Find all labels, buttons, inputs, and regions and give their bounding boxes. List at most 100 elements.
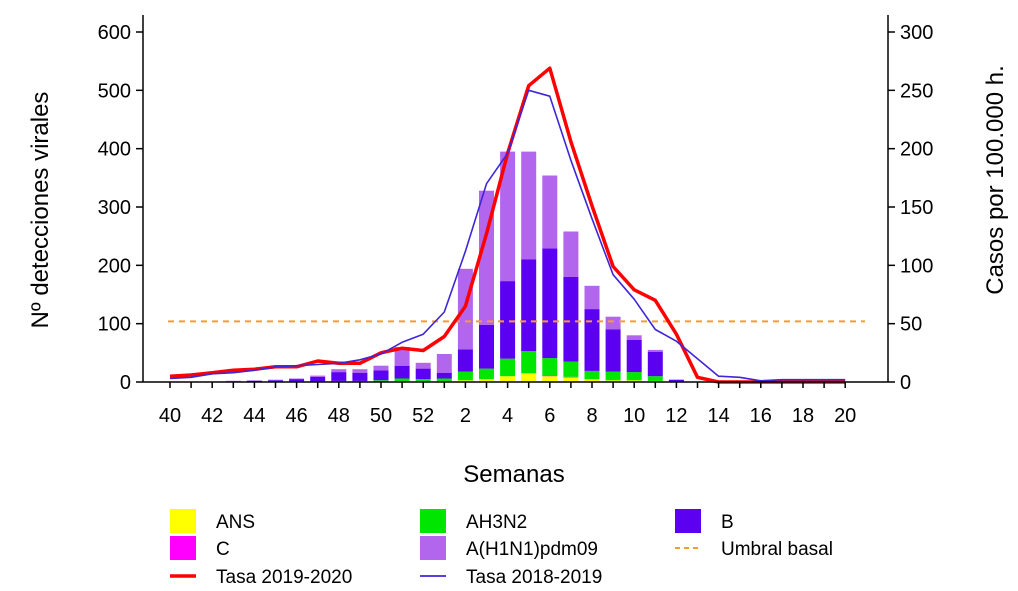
bar-B-week-47: [310, 376, 326, 382]
y-tick-label: 300: [98, 197, 131, 219]
bar-A(H1N1)pdm09-week-4: [500, 151, 516, 282]
line-Tasa 2018-2019: [169, 89, 846, 382]
legend-label-Tasa 2019-2020: Tasa 2019-2020: [216, 567, 352, 588]
y-tick-label: 600: [98, 22, 131, 44]
bar-AH3N2-week-50: [373, 380, 389, 383]
bar-ANS-week-10: [626, 380, 642, 383]
bar-A(H1N1)pdm09-week-51: [394, 347, 410, 366]
x-tick-label: 48: [328, 405, 350, 427]
bar-B-week-7: [563, 277, 579, 362]
bar-B-week-2: [457, 349, 473, 372]
y2-tick-label: 0: [900, 372, 911, 394]
bar-ANS-week-7: [563, 377, 579, 382]
bar-B-week-45: [268, 380, 283, 383]
y2-tick-label: 300: [900, 22, 933, 44]
legend-label-A(H1N1)pdm09: A(H1N1)pdm09: [466, 539, 598, 560]
legend-label-B: B: [721, 512, 734, 533]
legend-swatch-A(H1N1)pdm09: [420, 536, 446, 560]
bar-AH3N2-week-10: [626, 372, 642, 381]
bar-B-week-9: [605, 329, 621, 372]
x-axis-label: Semanas: [463, 461, 564, 488]
x-tick-label: 46: [285, 405, 307, 427]
bar-AH3N2-week-7: [563, 361, 579, 377]
y2-tick-label: 250: [900, 80, 933, 102]
bar-A(H1N1)pdm09-week-47: [310, 375, 326, 377]
bar-A(H1N1)pdm09-week-52: [415, 362, 431, 369]
bar-A(H1N1)pdm09-week-49: [352, 369, 368, 373]
legend-label-Tasa 2018-2019: Tasa 2018-2019: [466, 567, 602, 588]
bar-AH3N2-week-5: [521, 351, 537, 374]
bar-AH3N2-week-9: [605, 371, 621, 381]
y2-tick-label: 100: [900, 255, 933, 277]
x-tick-label: 52: [412, 405, 434, 427]
x-tick-label: 10: [623, 405, 645, 427]
x-tick-label: 42: [201, 405, 223, 427]
bar-B-week-46: [289, 379, 305, 382]
y2-tick-label: 200: [900, 139, 933, 161]
bar-B-week-3: [479, 324, 494, 369]
bar-AH3N2-week-1: [436, 378, 452, 382]
bar-A(H1N1)pdm09-week-43: [225, 380, 241, 382]
bar-AH3N2-week-52: [415, 379, 431, 382]
bar-C-week-6: [542, 375, 558, 377]
y2-tick-label: 150: [900, 197, 933, 219]
bar-A(H1N1)pdm09-week-9: [605, 316, 621, 330]
bar-A(H1N1)pdm09-week-10: [626, 335, 642, 340]
x-tick-label: 12: [665, 405, 687, 427]
bar-AH3N2-week-4: [500, 358, 516, 377]
x-tick-label: 18: [792, 405, 814, 427]
y-tick-label: 400: [98, 139, 131, 161]
x-tick-label: 40: [159, 405, 181, 427]
bar-A(H1N1)pdm09-week-1: [436, 354, 452, 373]
bar-A(H1N1)pdm09-week-7: [563, 231, 579, 277]
legend-swatch-C: [170, 536, 196, 560]
x-tick-label: 50: [370, 405, 392, 427]
legend-swatch-B: [675, 509, 701, 533]
bar-A(H1N1)pdm09-week-48: [331, 369, 347, 373]
bar-A(H1N1)pdm09-week-46: [289, 378, 305, 380]
y-tick-label: 0: [120, 372, 131, 394]
bar-ANS-week-5: [521, 373, 537, 383]
legend-swatch-ANS: [170, 509, 196, 533]
x-tick-label: 8: [586, 405, 597, 427]
bar-B-week-6: [542, 248, 558, 359]
bar-B-week-11: [647, 351, 663, 377]
bar-ANS-week-3: [479, 379, 494, 382]
legend-label-C: C: [216, 539, 230, 560]
bar-B-week-4: [500, 281, 516, 359]
bar-B-week-10: [626, 340, 642, 373]
bar-AH3N2-week-11: [647, 376, 663, 381]
y2-tick-label: 50: [900, 314, 922, 336]
bar-AH3N2-week-3: [479, 368, 494, 380]
bar-AH3N2-week-2: [457, 371, 473, 381]
x-tick-label: 6: [544, 405, 555, 427]
bar-ANS-week-2: [457, 380, 473, 383]
x-tick-label: 44: [243, 405, 265, 427]
bar-A(H1N1)pdm09-week-11: [647, 349, 663, 352]
bar-B-week-1: [436, 372, 452, 379]
bar-A(H1N1)pdm09-week-44: [246, 380, 262, 381]
y-tick-label: 500: [98, 80, 131, 102]
bar-A(H1N1)pdm09-week-5: [521, 151, 537, 260]
bar-C-week-7: [563, 376, 579, 378]
bar-AH3N2-week-6: [542, 358, 558, 376]
bar-AH3N2-week-8: [584, 370, 600, 380]
legend-label-ANS: ANS: [216, 512, 255, 533]
x-tick-label: 16: [750, 405, 772, 427]
bar-B-week-12: [668, 379, 684, 382]
legend: ANS AH3N2 B C A(H1N1)pdm09 Umbral basal Tasa 2…: [170, 509, 833, 588]
bar-ANS-week-9: [605, 380, 621, 383]
x-tick-label: 4: [502, 405, 513, 427]
x-tick-label: 2: [460, 405, 471, 427]
bar-B-week-50: [373, 370, 389, 381]
legend-swatch-AH3N2: [420, 509, 446, 533]
bar-ANS-week-8: [584, 379, 600, 382]
y-tick-label: 200: [98, 255, 131, 277]
bar-A(H1N1)pdm09-week-45: [268, 379, 283, 381]
bar-AH3N2-week-51: [394, 378, 410, 382]
bar-A(H1N1)pdm09-week-6: [542, 175, 558, 249]
bar-B-week-52: [415, 368, 431, 380]
x-tick-label: 20: [834, 405, 856, 427]
